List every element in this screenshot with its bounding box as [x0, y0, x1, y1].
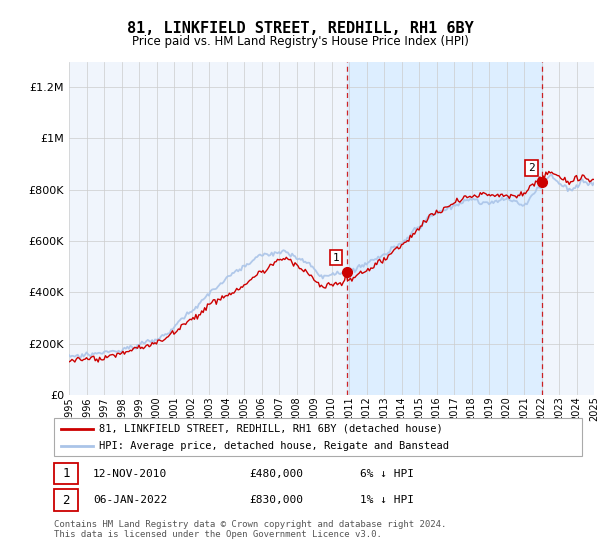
- Text: 1: 1: [333, 253, 340, 263]
- Text: 1% ↓ HPI: 1% ↓ HPI: [360, 495, 414, 505]
- Text: HPI: Average price, detached house, Reigate and Banstead: HPI: Average price, detached house, Reig…: [99, 441, 449, 451]
- Text: £480,000: £480,000: [249, 469, 303, 479]
- Text: 2: 2: [528, 163, 535, 173]
- Text: 81, LINKFIELD STREET, REDHILL, RH1 6BY: 81, LINKFIELD STREET, REDHILL, RH1 6BY: [127, 21, 473, 36]
- Text: 06-JAN-2022: 06-JAN-2022: [93, 495, 167, 505]
- Text: Contains HM Land Registry data © Crown copyright and database right 2024.
This d: Contains HM Land Registry data © Crown c…: [54, 520, 446, 539]
- Bar: [347, 62, 542, 395]
- Text: £830,000: £830,000: [249, 495, 303, 505]
- Text: 2: 2: [62, 493, 70, 507]
- Text: Price paid vs. HM Land Registry's House Price Index (HPI): Price paid vs. HM Land Registry's House …: [131, 35, 469, 48]
- Text: 12-NOV-2010: 12-NOV-2010: [93, 469, 167, 479]
- Text: 6% ↓ HPI: 6% ↓ HPI: [360, 469, 414, 479]
- Text: 1: 1: [62, 467, 70, 480]
- Text: 81, LINKFIELD STREET, REDHILL, RH1 6BY (detached house): 81, LINKFIELD STREET, REDHILL, RH1 6BY (…: [99, 424, 443, 434]
